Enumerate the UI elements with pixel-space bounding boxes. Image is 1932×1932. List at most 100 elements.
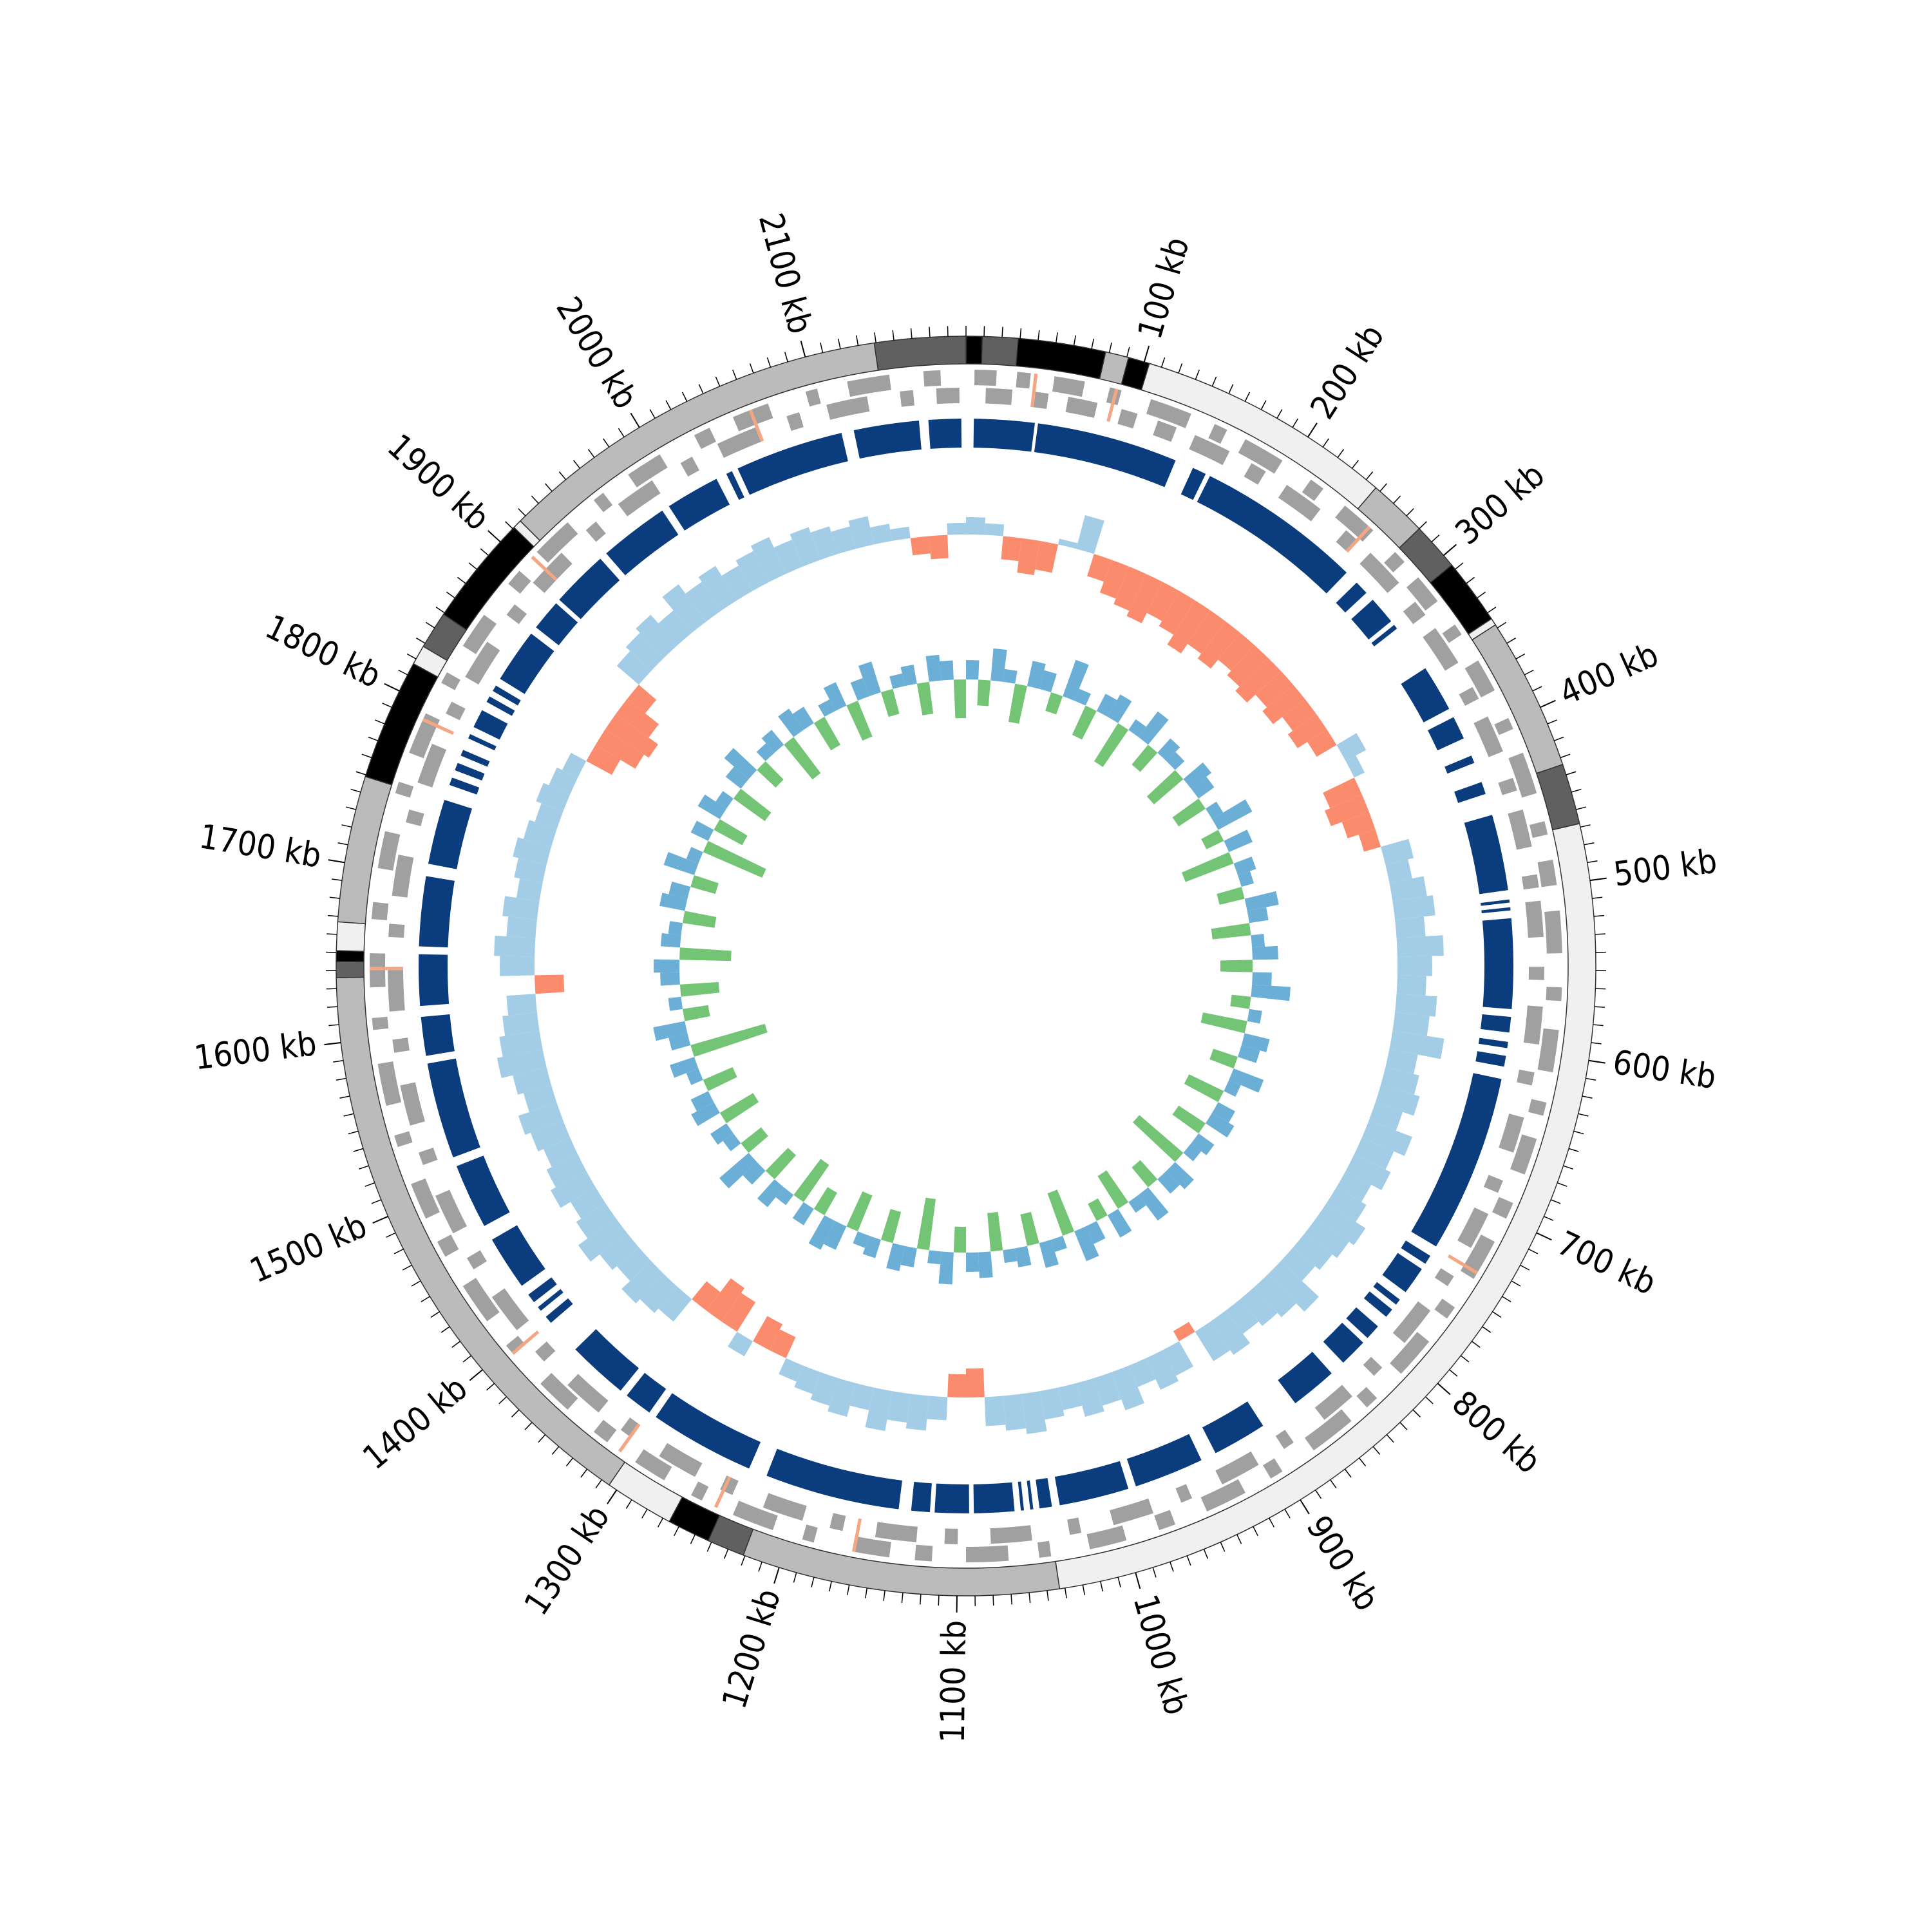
histogram-bar	[506, 916, 537, 938]
gene-reverse	[1525, 900, 1544, 938]
block	[1444, 755, 1475, 774]
major-tick	[1300, 1499, 1310, 1515]
gene-reverse	[1457, 1207, 1489, 1248]
histogram-bar	[1039, 670, 1057, 693]
histogram-bar	[1262, 685, 1305, 724]
minor-tick	[649, 409, 656, 419]
minor-tick	[511, 1409, 520, 1417]
gene-reverse	[506, 604, 527, 625]
histogram-bar	[880, 688, 900, 717]
histogram-bar	[1267, 1261, 1319, 1312]
histogram-bar	[1280, 1247, 1316, 1282]
block	[766, 1448, 902, 1510]
minor-tick	[498, 1396, 507, 1405]
histogram-bar	[663, 851, 699, 875]
histogram-bar	[703, 840, 766, 878]
block	[468, 734, 497, 751]
minor-tick	[1330, 1479, 1337, 1489]
histogram-bar	[549, 767, 578, 795]
gene-forward	[852, 1536, 891, 1558]
gene-forward	[506, 1336, 526, 1355]
minor-tick	[1592, 896, 1603, 899]
histogram-bar	[813, 1187, 838, 1215]
minor-tick	[1344, 1468, 1352, 1478]
block	[1482, 918, 1513, 1009]
minor-tick	[1568, 1148, 1579, 1152]
histogram-bar	[750, 536, 786, 582]
tick-label: 700 kb	[1551, 1224, 1662, 1303]
minor-tick	[1046, 1590, 1049, 1601]
gene-reverse	[620, 1417, 641, 1438]
histogram-bar	[1172, 798, 1206, 827]
gene-reverse	[900, 390, 914, 407]
gene-reverse	[826, 396, 870, 420]
minor-tick	[1228, 384, 1234, 394]
minor-tick	[386, 1232, 396, 1238]
tick-label: 800 kb	[1444, 1384, 1548, 1482]
tick-label: 600 kb	[1610, 1043, 1718, 1097]
histogram-bar	[927, 1250, 942, 1265]
minor-tick	[920, 1594, 922, 1605]
gene-forward	[732, 1501, 778, 1531]
histogram-bar	[1252, 945, 1278, 960]
minor-tick	[1399, 1422, 1408, 1430]
minor-tick	[587, 449, 595, 458]
histogram-bar	[514, 858, 547, 884]
block	[559, 558, 620, 620]
major-tick	[1540, 699, 1556, 708]
block	[668, 478, 730, 531]
minor-tick	[486, 1383, 495, 1391]
gene-forward	[966, 1545, 1009, 1562]
histogram-bar	[724, 748, 757, 779]
major-tick	[488, 530, 501, 543]
histogram-bar	[818, 699, 836, 717]
minor-tick	[468, 562, 477, 570]
block	[1197, 476, 1347, 594]
minor-tick	[1001, 327, 1003, 337]
histogram-bar	[865, 1387, 893, 1432]
block	[473, 710, 508, 740]
minor-tick	[1477, 591, 1486, 599]
histogram-bar	[595, 729, 645, 769]
minor-tick	[551, 1446, 560, 1455]
block	[973, 419, 1036, 452]
histogram-bar	[605, 714, 659, 758]
gene-forward	[1238, 439, 1283, 474]
block	[575, 1329, 639, 1391]
block	[606, 510, 679, 576]
gene-reverse	[1065, 397, 1098, 418]
histogram-bar	[1345, 1154, 1391, 1191]
block	[1336, 582, 1367, 613]
gene-forward	[411, 1178, 440, 1219]
major-tick	[607, 1490, 618, 1504]
rna-feature	[852, 1518, 862, 1552]
gene-reverse	[419, 1147, 438, 1166]
histogram-bar	[846, 700, 873, 741]
histogram-bar	[550, 1171, 596, 1208]
minor-tick	[545, 483, 553, 492]
minor-tick	[1544, 1216, 1554, 1221]
minor-tick	[393, 1248, 404, 1255]
block	[1346, 1307, 1378, 1338]
minor-tick	[749, 363, 754, 374]
histogram-bar	[1392, 895, 1435, 920]
minor-tick	[359, 1165, 369, 1170]
histogram-bar	[513, 837, 552, 865]
minor-tick	[992, 1595, 994, 1606]
histogram-bar	[1224, 829, 1253, 853]
block	[973, 1482, 1015, 1513]
histogram-bar	[1323, 777, 1362, 809]
block	[421, 1014, 455, 1056]
minor-tick	[1587, 860, 1598, 864]
gene-forward	[1154, 1510, 1176, 1531]
block	[493, 685, 521, 706]
rna-feature	[1106, 388, 1119, 422]
minor-tick	[402, 1264, 412, 1271]
minor-tick	[665, 400, 672, 410]
gene-forward	[914, 1544, 933, 1562]
histogram-bar	[810, 1372, 838, 1406]
minor-tick	[1393, 495, 1401, 504]
minor-tick	[1497, 621, 1507, 629]
gene-forward	[371, 902, 389, 920]
block	[538, 1289, 564, 1311]
